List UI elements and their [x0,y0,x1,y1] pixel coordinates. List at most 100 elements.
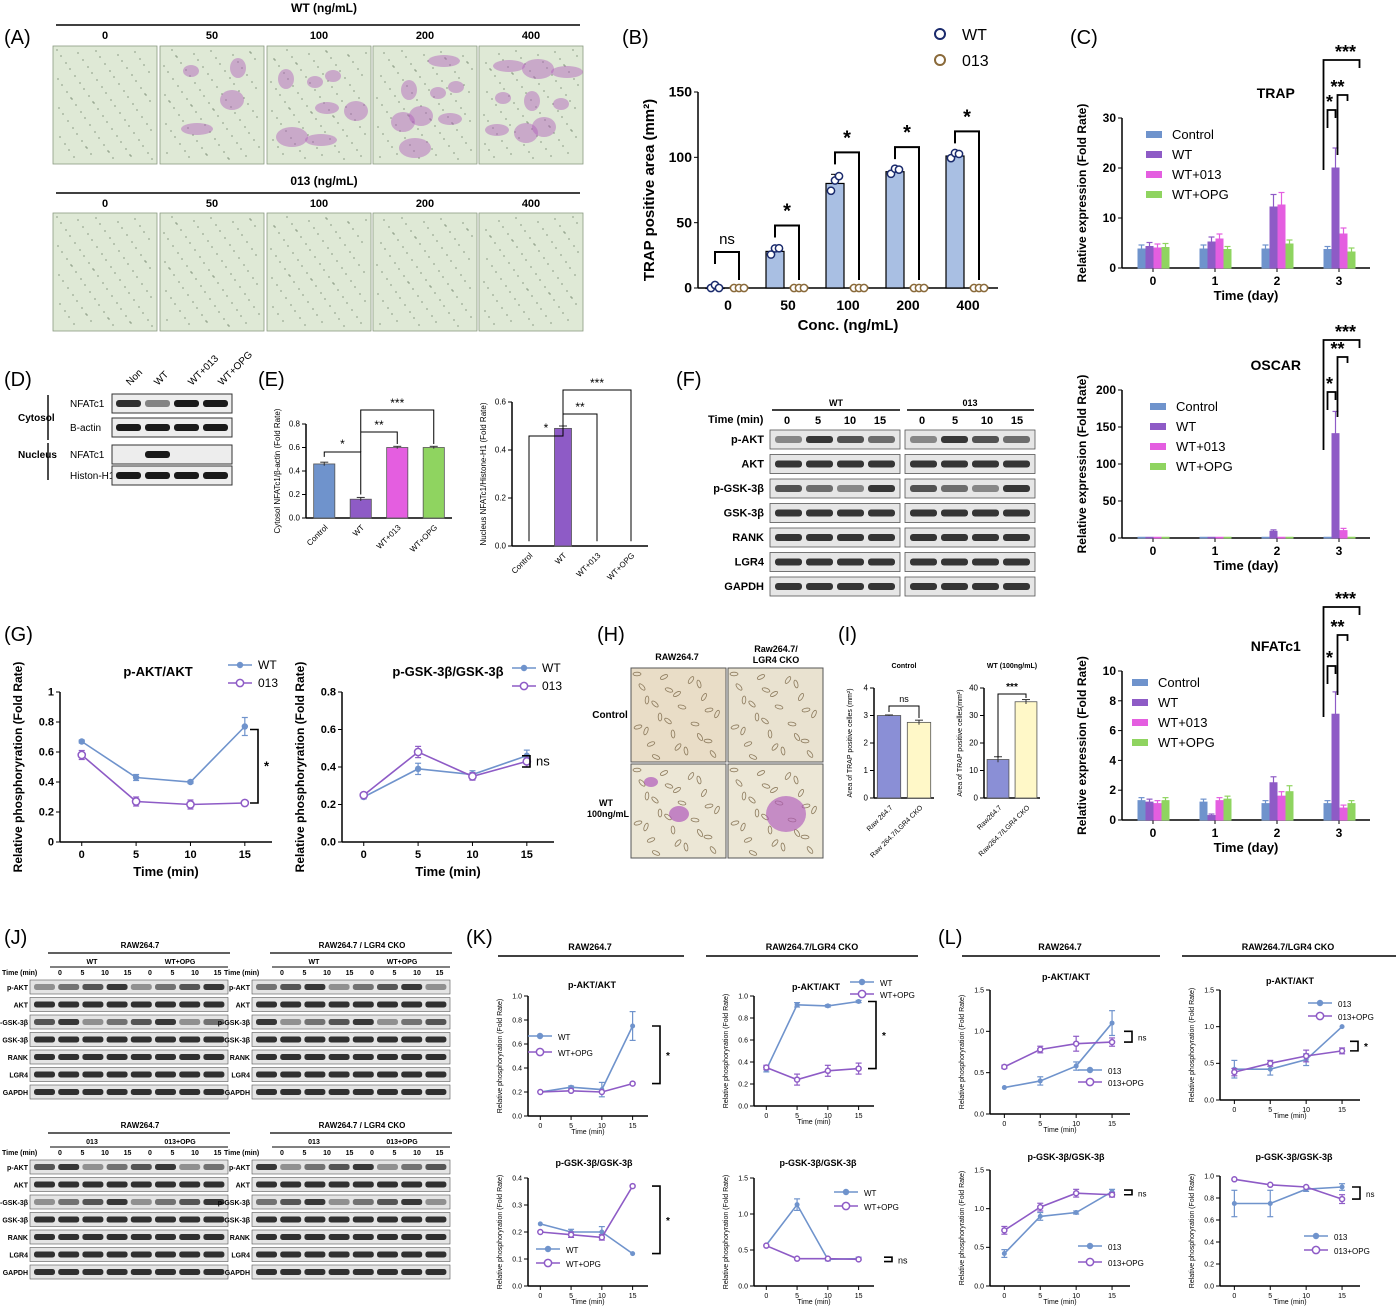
x-axis-label: Time (min) [1273,1113,1306,1120]
y-tick-label: 10 [1103,211,1117,225]
blot-band [82,1199,104,1205]
cell-speck [448,145,450,147]
cell-speck [456,296,458,298]
data-point [1037,1046,1044,1053]
y-tick-label: 0.2 [512,1229,522,1236]
blot-band [972,509,999,517]
x-tick-label: 5 [1268,1293,1272,1300]
blot-band [34,1071,55,1078]
cell-speck [95,50,97,52]
blot-band [58,1019,80,1025]
cell-speck [576,222,578,224]
cell-speck [123,90,125,92]
x-tick-label: Raw 264.7/LGR4 CKO [869,804,924,859]
protein-label: RANK [8,1055,28,1062]
cell-speck [224,237,226,239]
cell-speck [190,271,192,273]
data-point [630,1251,636,1257]
bar [1347,251,1356,269]
cell-speck [413,150,415,152]
cell-speck [379,323,381,325]
bar [1153,247,1162,269]
cell-speck [245,322,247,324]
cell-speck [532,324,534,326]
time-label: 0 [280,1150,284,1157]
cell-speck [392,65,394,67]
bar [1339,233,1348,269]
cell-speck [495,104,497,106]
blot-band [280,1269,302,1275]
cell-speck [344,244,346,246]
blot-band [280,1019,302,1025]
cell-outline [800,834,810,840]
blot-band [352,1181,374,1188]
legend-marker [519,681,529,691]
x-tick-label: 1 [1212,826,1219,840]
data-point [1037,1078,1043,1084]
legend-label: WT+OPG [1158,735,1215,750]
cell-speck [388,59,390,61]
blot-band [203,1001,225,1008]
cell-speck [301,265,303,267]
panel-letter: (I) [838,624,857,646]
cell-outline [657,712,663,722]
cell-speck [510,153,512,155]
significance-bracket [652,1025,661,1085]
x-tick-label: 400 [956,297,980,313]
bar [1223,536,1232,539]
significance-bracket [360,409,435,444]
cell-speck [131,74,133,76]
cell-speck [104,63,106,65]
y-axis-label: Relative phosphoryration (Fold Rate) [1189,1174,1196,1288]
y-tick-label: 0.2 [39,807,54,819]
cell-speck [379,156,381,158]
blot-band [806,583,833,590]
trap-stain [391,112,415,132]
cell-speck [364,133,366,135]
cell-speck [509,291,511,293]
cell-speck [486,91,488,93]
cell-speck [275,255,277,257]
cell-outline [767,825,773,835]
bar [1207,536,1216,539]
cell-speck [131,241,133,243]
cell-speck [102,115,104,117]
trap-stain [438,113,462,125]
blot-band [203,1019,225,1025]
series-line [363,751,528,796]
y-tick-label: 0.0 [512,1283,522,1290]
cell-speck [56,49,58,51]
cell-speck [254,225,256,227]
cell-speck [75,271,77,273]
cell-speck [455,100,457,102]
cell-speck [505,118,507,120]
cell-speck [461,303,463,305]
time-label: 15 [1011,415,1023,427]
time-label: Time (min) [708,414,764,426]
protein-label: GAPDH [225,1090,250,1097]
blot-band [203,1071,225,1078]
cell-speck [256,116,258,118]
cell-speck [353,257,355,259]
blot-band [837,485,864,492]
cell-speck [436,240,438,242]
x-axis-label: Conc. (ng/mL) [798,317,899,334]
micrograph [159,45,265,165]
trap-stain [644,777,658,787]
cell-speck [363,104,365,106]
chart-title: p-GSK-3β/GSK-3β [392,664,503,679]
legend-marker [1311,1245,1321,1255]
data-point [598,1088,606,1096]
cell-speck [405,56,407,58]
blot-band [256,1234,277,1240]
cell-speck [306,272,308,274]
cell-outline [754,712,760,722]
cell-speck [138,139,140,141]
data-point [793,1255,801,1262]
cell-speck [277,146,279,148]
legend-swatch [1146,131,1162,138]
blot-band [155,1164,176,1170]
